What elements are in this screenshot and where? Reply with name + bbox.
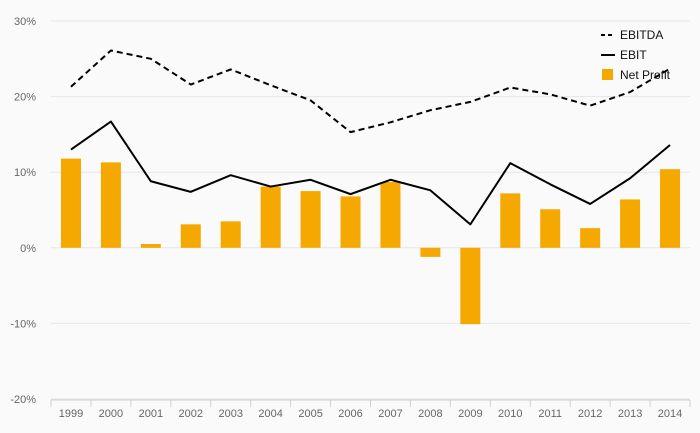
line-ebit	[70, 120, 671, 226]
legend-label: EBIT	[620, 48, 647, 62]
x-tick-label: 2003	[218, 408, 242, 420]
bar-net-profit	[660, 169, 681, 248]
x-tick-label: 2010	[498, 408, 522, 420]
legend-swatch-net-profit	[602, 69, 613, 80]
x-tick-label: 1999	[59, 408, 83, 420]
bar-net-profit	[540, 209, 561, 248]
x-tick-label: 2006	[338, 408, 362, 420]
y-tick-label: -20%	[10, 394, 36, 406]
bar-net-profit	[340, 196, 361, 248]
bar-net-profit	[60, 158, 81, 248]
bar-net-profit	[140, 244, 161, 248]
x-tick-label: 2004	[258, 408, 282, 420]
x-tick-label: 2012	[578, 408, 602, 420]
legend: EBITDA EBIT Net Profit	[601, 28, 671, 82]
x-tick-label: 2001	[139, 408, 163, 420]
y-tick-label: -10%	[10, 318, 36, 330]
legend-label: Net Profit	[620, 68, 671, 82]
bar-net-profit	[100, 162, 121, 248]
x-tick-label: 2014	[658, 408, 682, 420]
bar-net-profit	[220, 221, 241, 248]
x-tick-label: 2000	[99, 408, 123, 420]
line-ebitda	[70, 49, 671, 134]
y-tick-label: 30%	[14, 16, 36, 28]
bar-net-profit	[180, 224, 201, 248]
y-tick-label: 0%	[20, 243, 36, 255]
x-axis-ticks: 1999 2000 2001 2002 2003 2004 2005 2006 2007 2008…	[50, 399, 691, 420]
grid-lines	[51, 20, 690, 400]
x-tick-label: 2008	[418, 408, 442, 420]
x-tick-label: 2009	[458, 408, 482, 420]
bar-net-profit	[580, 228, 601, 248]
x-tick-label: 2005	[298, 408, 322, 420]
bar-net-profit	[620, 199, 641, 248]
bar-net-profit	[260, 186, 281, 248]
bar-net-profit	[460, 247, 481, 325]
bar-net-profit	[380, 182, 401, 248]
lines	[70, 49, 671, 226]
x-tick-label: 2013	[618, 408, 642, 420]
bars-net-profit	[60, 158, 681, 325]
bar-net-profit	[500, 193, 521, 248]
x-tick-label: 2007	[378, 408, 402, 420]
y-tick-label: 20%	[14, 92, 36, 104]
bar-net-profit	[420, 247, 441, 257]
bar-net-profit	[300, 191, 321, 248]
legend-label: EBITDA	[620, 28, 663, 42]
y-tick-label: 10%	[14, 167, 36, 179]
x-tick-label: 2011	[538, 408, 562, 420]
x-tick-label: 2002	[179, 408, 203, 420]
y-axis-ticks: -20% -10% 0% 10% 20% 30%	[10, 16, 36, 406]
